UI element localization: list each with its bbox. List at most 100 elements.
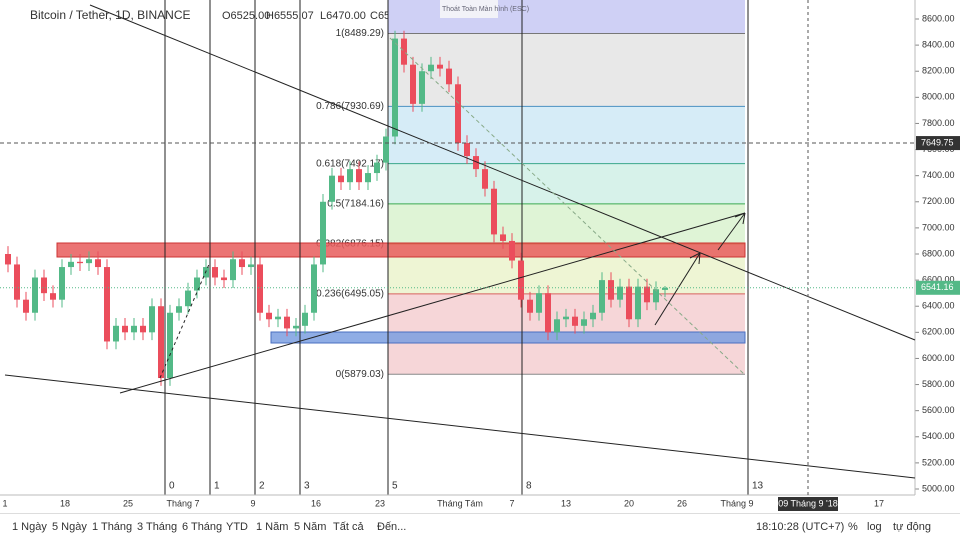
range-button[interactable]: Tất cả <box>333 521 364 533</box>
range-button[interactable]: 5 Ngày <box>52 521 87 533</box>
arrow <box>734 212 746 218</box>
candle-body <box>428 64 434 72</box>
clock: 18:10:28 (UTC+7) <box>756 521 845 533</box>
range-button[interactable]: 1 Tháng <box>92 521 133 533</box>
range-button[interactable]: 1 Ngày <box>12 521 47 533</box>
fib-time-label: 1 <box>214 481 220 492</box>
price-tick-label: 6600.00 <box>922 274 955 284</box>
ohlc-low: L6470.00 <box>320 10 366 22</box>
price-tick-label: 6000.00 <box>922 353 955 363</box>
date-label: 09 Tháng 9 '18 <box>778 498 838 508</box>
range-button[interactable]: 5 Năm <box>294 521 327 533</box>
price-tick-label: 5600.00 <box>922 405 955 415</box>
candle-body <box>50 293 56 300</box>
date-label: 26 <box>677 498 687 508</box>
date-label: 16 <box>311 498 321 508</box>
fib-zone <box>388 163 745 204</box>
scale-option[interactable]: tự động <box>893 521 931 533</box>
range-button[interactable]: 3 Tháng <box>137 521 178 533</box>
date-cursor-tag <box>778 497 838 511</box>
candle-body <box>347 169 353 183</box>
date-label: 9 <box>250 498 255 508</box>
candle-body <box>473 156 479 170</box>
candle-body <box>374 162 380 174</box>
fib-label: 1(8489.29) <box>336 28 384 39</box>
trend-line <box>89 4 916 341</box>
candle-body <box>14 264 20 300</box>
last-price-label: 6541.16 <box>921 282 954 292</box>
candle-body <box>554 319 560 333</box>
candle-body <box>239 259 245 268</box>
toolbar: 1 Ngày 5 Ngày 1 Tháng 3 Tháng 6 Tháng YTD 1 Nă… <box>0 513 960 539</box>
candle-body <box>140 325 146 333</box>
last-price-tag <box>916 280 960 295</box>
candle-body <box>257 264 263 313</box>
ohlc-high: H6555.07 <box>266 10 314 22</box>
candle-body <box>113 325 119 342</box>
candle-body <box>626 286 632 320</box>
date-label: 13 <box>561 498 571 508</box>
chart: Bitcoin / Tether, 1D, BINANCE O6525.00 H… <box>0 0 960 511</box>
date-label: 7 <box>509 498 514 508</box>
candle-body <box>302 312 308 326</box>
price-tick-label: 5800.00 <box>922 379 955 389</box>
candle-body <box>419 71 425 104</box>
range-button[interactable]: YTD <box>226 521 248 533</box>
crosshair-label: 7649.75 <box>921 137 954 147</box>
range-button[interactable]: 1 Năm <box>256 521 289 533</box>
candle-body <box>464 143 470 157</box>
fib-time-label: 5 <box>392 481 398 492</box>
candle-body <box>482 169 488 189</box>
candle-body <box>527 299 533 313</box>
fib-diagonal <box>389 37 746 376</box>
fib-zone <box>388 203 745 245</box>
price-tick-label: 6200.00 <box>922 327 955 337</box>
candle-body <box>131 325 137 333</box>
fib-zone <box>388 106 745 164</box>
scale-option[interactable]: % <box>848 521 858 533</box>
fib-label: 0.5(7184.16) <box>327 198 384 209</box>
price-tick-label: 8200.00 <box>922 66 955 76</box>
candle-body <box>338 175 344 183</box>
candle-body <box>248 264 254 268</box>
candle-body <box>572 316 578 326</box>
candle-body <box>455 84 461 144</box>
candle-body <box>104 267 110 342</box>
candle-body <box>221 277 227 281</box>
fib-time-label: 3 <box>304 481 310 492</box>
price-tick-label: 7400.00 <box>922 170 955 180</box>
price-tick-label: 8600.00 <box>922 13 955 23</box>
candle-body <box>320 201 326 265</box>
price-tick-label: 5400.00 <box>922 431 955 441</box>
candle-body <box>5 254 11 265</box>
price-tick-label: 5000.00 <box>922 483 955 493</box>
price-tick-label: 5200.00 <box>922 457 955 467</box>
candle-body <box>608 280 614 300</box>
date-label: 25 <box>123 498 133 508</box>
candle-body <box>563 316 569 320</box>
candle-body <box>536 293 542 313</box>
scale-option[interactable]: log <box>867 521 882 533</box>
range-button[interactable]: Đến... <box>377 521 407 533</box>
tooltip-box <box>440 0 498 18</box>
candle-body <box>230 259 236 281</box>
range-button[interactable]: 6 Tháng <box>182 521 223 533</box>
price-tick-label: 8400.00 <box>922 39 955 49</box>
price-tick-label: 7200.00 <box>922 196 955 206</box>
price-tick-label: 6400.00 <box>922 301 955 311</box>
date-label: 23 <box>375 498 385 508</box>
candle-body <box>266 312 272 320</box>
date-label: 17 <box>874 498 884 508</box>
candle-body <box>77 261 83 264</box>
fib-time-label: 8 <box>526 481 532 492</box>
price-tick-label: 7800.00 <box>922 118 955 128</box>
trend-line <box>119 212 746 394</box>
candle-body <box>401 38 407 65</box>
candle-body <box>59 267 65 300</box>
candle-body <box>437 64 443 69</box>
symbol: Bitcoin / Tether, 1D, BINANCE <box>30 8 191 22</box>
candle-body <box>662 287 668 290</box>
candle-body <box>617 286 623 300</box>
candle-body <box>95 259 101 268</box>
fib-label: 0(5879.03) <box>336 369 384 380</box>
